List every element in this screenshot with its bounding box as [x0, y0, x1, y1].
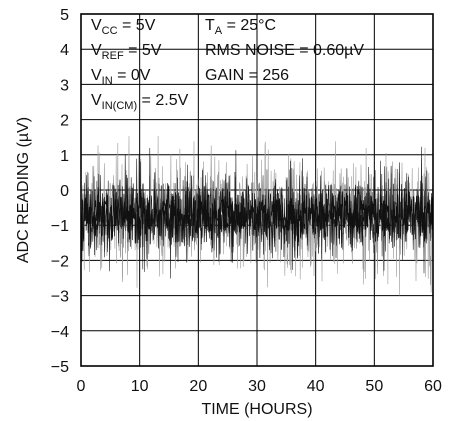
- y-tick-label: −4: [51, 324, 69, 341]
- plot-frame: [80, 13, 434, 367]
- y-tick-labels: 5 4 3 2 1 0 −1 −2 −3 −4 −5: [51, 7, 69, 376]
- noise-trace-core: [80, 175, 434, 254]
- x-tick-label: 60: [424, 378, 442, 395]
- x-tick-label: 40: [307, 378, 325, 395]
- y-tick-label: 3: [60, 77, 69, 94]
- x-axis-label: TIME (HOURS): [201, 401, 312, 418]
- x-tick-label: 0: [77, 378, 86, 395]
- y-tick-label: 2: [60, 113, 69, 130]
- y-tick-label: 5: [60, 7, 69, 24]
- y-tick-label: −3: [51, 289, 69, 306]
- x-tick-label: 50: [365, 378, 383, 395]
- conditions-annotation: VCC = 5V VREF = 5V VIN = 0V VIN(CM) = 2.…: [91, 17, 364, 112]
- vin-condition: VIN = 0V: [91, 67, 151, 87]
- x-tick-label: 20: [189, 378, 207, 395]
- ta-condition: TA = 25°C: [205, 17, 276, 37]
- y-tick-label: −2: [51, 253, 69, 270]
- noise-traces: [80, 135, 434, 296]
- y-tick-label: −1: [51, 218, 69, 235]
- gain-condition: GAIN = 256: [205, 67, 289, 84]
- x-tick-label: 10: [131, 378, 149, 395]
- vincm-condition: VIN(CM) = 2.5V: [91, 92, 189, 112]
- vref-condition: VREF = 5V: [91, 42, 162, 62]
- y-tick-label: 0: [60, 183, 69, 200]
- y-axis-label: ADC READING (µV): [15, 117, 32, 263]
- noise-trace-dark: [80, 146, 434, 279]
- y-tick-label: 4: [60, 42, 69, 59]
- y-tick-label: 1: [60, 148, 69, 165]
- vcc-condition: VCC = 5V: [91, 17, 156, 37]
- y-tick-label: −5: [51, 359, 69, 376]
- x-tick-label: 30: [248, 378, 266, 395]
- x-tick-labels: 0 10 20 30 40 50 60: [77, 378, 442, 395]
- rms-noise-condition: RMS NOISE = 0.60µV: [205, 42, 364, 59]
